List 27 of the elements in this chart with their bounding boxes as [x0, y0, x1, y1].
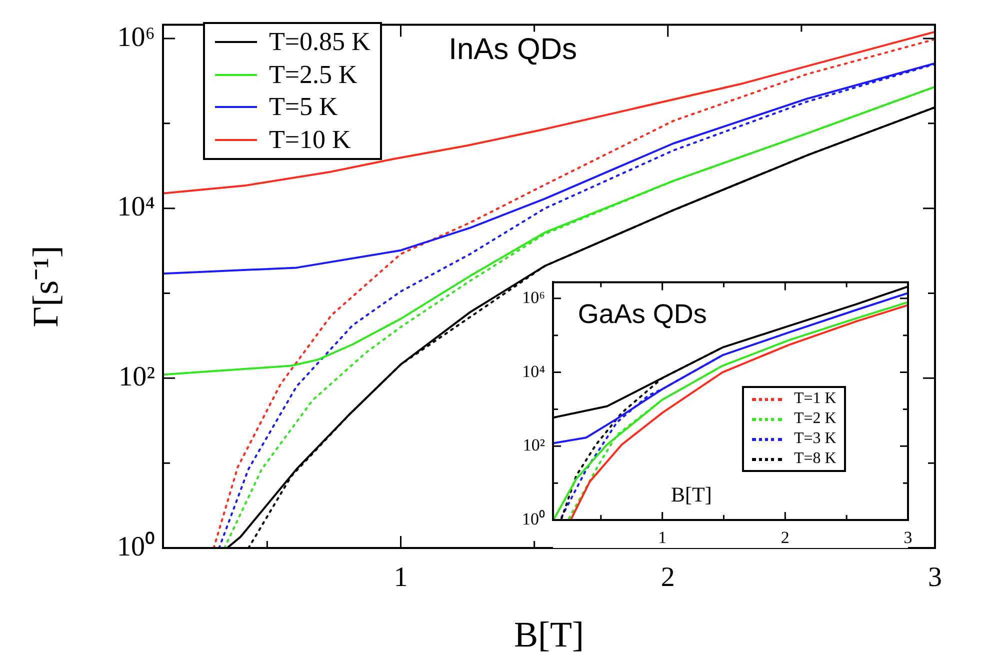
y-tick-label: 10⁴ [117, 192, 155, 223]
legend-label: T=8 K [794, 449, 836, 469]
y-tick-label: 10⁶ [117, 22, 155, 53]
x-tick-label: 2 [780, 528, 790, 548]
x-tick-label: 3 [904, 528, 912, 548]
x-tick-label: 1 [394, 562, 408, 594]
y-tick-label: 10² [522, 436, 545, 455]
x-tick-label: 1 [658, 528, 667, 548]
legend-label: T=10 K [269, 124, 351, 156]
legend-label: T=2.5 K [269, 58, 358, 90]
annotation: GaAs QDs [578, 298, 707, 329]
legend-label: T=0.85 K [269, 26, 370, 58]
x-axis-title: B[T] [671, 482, 712, 507]
y-tick-label: 10⁶ [522, 288, 546, 307]
legend-label: T=2 K [794, 409, 836, 429]
annotation: InAs QDs [448, 33, 578, 66]
y-axis-title: Γ[s⁻¹] [25, 246, 66, 328]
x-axis-title: B[T] [514, 614, 584, 654]
y-tick-label: 10⁴ [522, 362, 546, 381]
y-tick-label: 10² [118, 362, 155, 393]
y-tick-label: 10⁰ [117, 531, 155, 562]
legend-label: T=3 K [794, 429, 836, 449]
legend-label: T=1 K [794, 389, 836, 409]
x-tick-label: 2 [660, 562, 675, 594]
legend-label: T=5 K [269, 91, 338, 123]
y-tick-label: 10⁰ [522, 509, 545, 528]
x-tick-label: 3 [928, 562, 942, 594]
